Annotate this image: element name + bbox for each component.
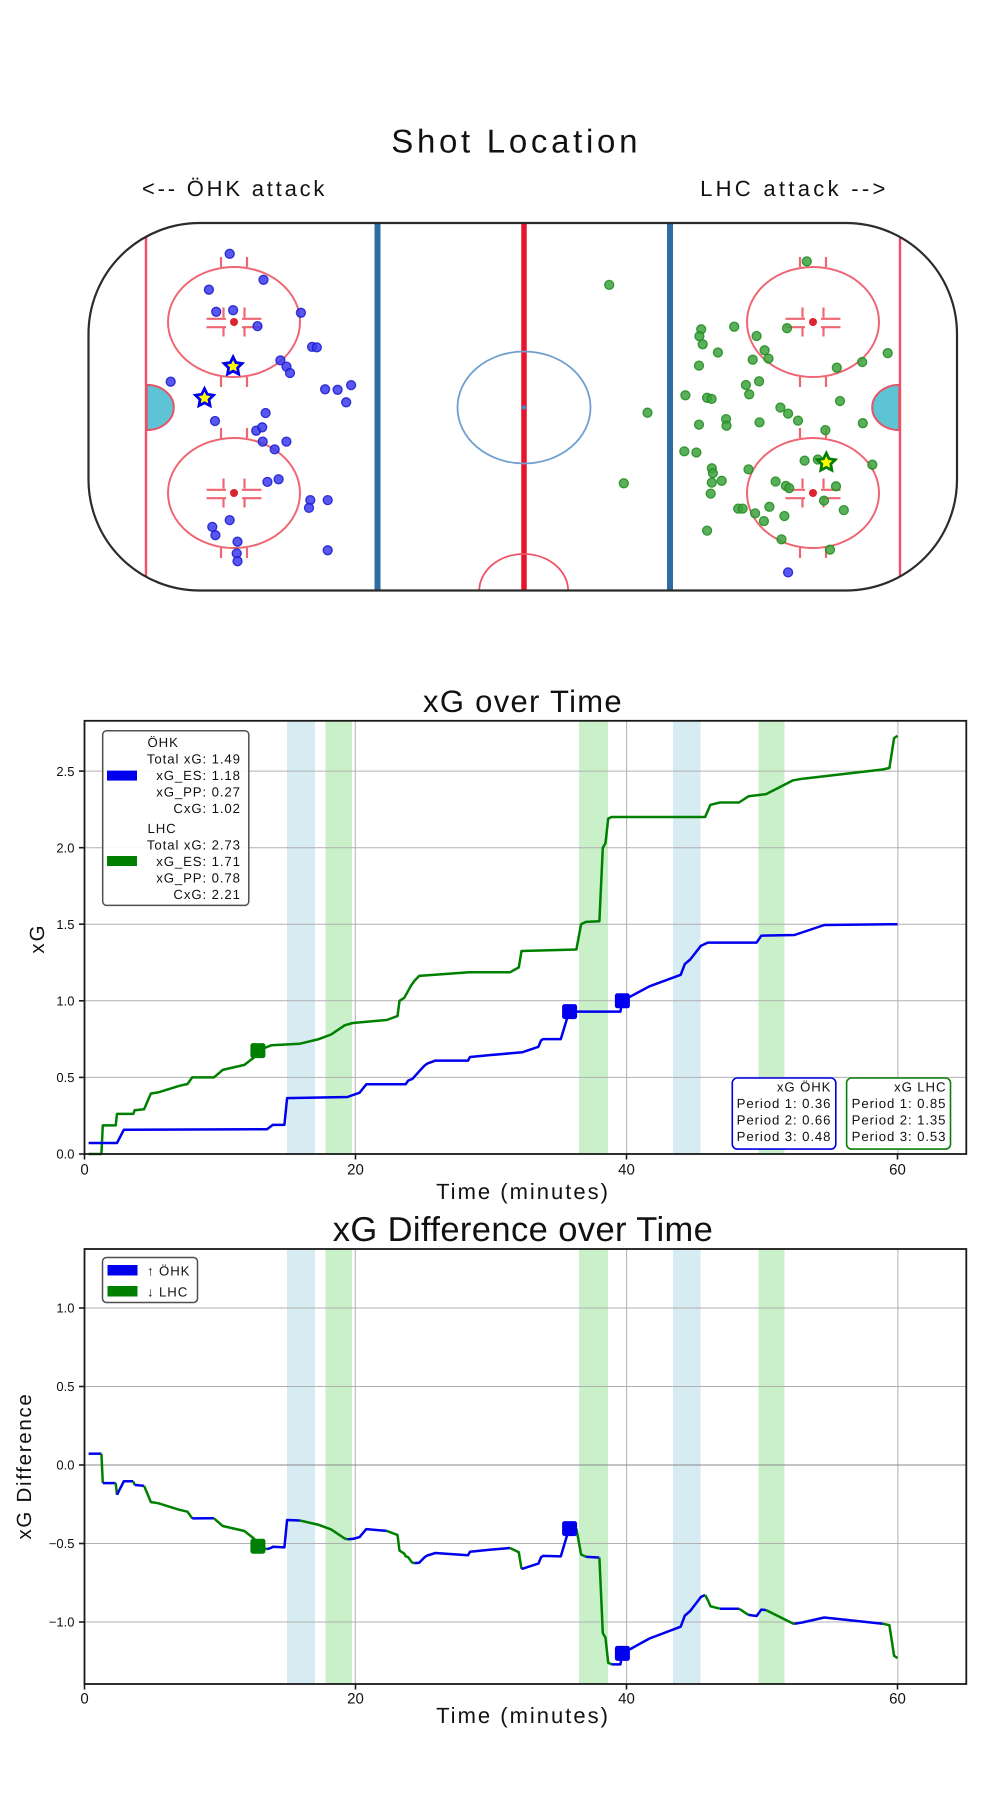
svg-text:60: 60 bbox=[889, 1691, 906, 1708]
svg-text:xG: xG bbox=[26, 923, 49, 953]
svg-text:−1.0: −1.0 bbox=[49, 1615, 75, 1630]
svg-text:Period 3: 0.53: Period 3: 0.53 bbox=[852, 1129, 947, 1144]
svg-text:xG LHC: xG LHC bbox=[894, 1080, 946, 1095]
svg-text:20: 20 bbox=[347, 1162, 364, 1179]
svg-text:0.0: 0.0 bbox=[56, 1147, 74, 1162]
svg-text:20: 20 bbox=[347, 1691, 364, 1708]
svg-text:xG Difference: xG Difference bbox=[13, 1392, 36, 1539]
svg-text:2.0: 2.0 bbox=[56, 840, 74, 855]
svg-text:LHC: LHC bbox=[148, 821, 177, 836]
svg-text:Time (minutes): Time (minutes) bbox=[436, 1179, 610, 1204]
svg-text:xG_PP: 0.78: xG_PP: 0.78 bbox=[156, 871, 241, 886]
svg-text:xG Difference over Time: xG Difference over Time bbox=[333, 1211, 714, 1249]
svg-text:↑ ÖHK: ↑ ÖHK bbox=[147, 1264, 190, 1279]
svg-text:xG ÖHK: xG ÖHK bbox=[777, 1080, 832, 1095]
svg-text:↓ LHC: ↓ LHC bbox=[147, 1285, 188, 1300]
svg-text:xG_ES: 1.18: xG_ES: 1.18 bbox=[156, 768, 241, 783]
svg-text:xG_ES: 1.71: xG_ES: 1.71 bbox=[156, 854, 241, 869]
svg-text:ÖHK: ÖHK bbox=[148, 735, 179, 750]
svg-text:Period 1: 0.36: Period 1: 0.36 bbox=[737, 1096, 832, 1111]
svg-text:0: 0 bbox=[80, 1162, 88, 1179]
svg-text:xG_PP: 0.27: xG_PP: 0.27 bbox=[156, 785, 241, 800]
svg-text:1.5: 1.5 bbox=[56, 917, 74, 932]
svg-text:0.5: 0.5 bbox=[56, 1379, 74, 1394]
svg-text:Period 3: 0.48: Period 3: 0.48 bbox=[737, 1129, 832, 1144]
svg-text:Total xG: 2.73: Total xG: 2.73 bbox=[147, 838, 241, 853]
svg-text:xG over Time: xG over Time bbox=[423, 684, 623, 719]
svg-text:2.5: 2.5 bbox=[56, 764, 74, 779]
svg-text:1.0: 1.0 bbox=[56, 1301, 74, 1316]
svg-text:CxG: 2.21: CxG: 2.21 bbox=[173, 887, 240, 902]
svg-text:Period 1: 0.85: Period 1: 0.85 bbox=[852, 1096, 947, 1111]
svg-text:0.0: 0.0 bbox=[56, 1458, 74, 1473]
svg-text:Total xG: 1.49: Total xG: 1.49 bbox=[147, 752, 241, 767]
svg-text:40: 40 bbox=[618, 1691, 635, 1708]
svg-text:0.5: 0.5 bbox=[56, 1070, 74, 1085]
svg-text:CxG: 1.02: CxG: 1.02 bbox=[173, 801, 240, 816]
svg-text:Period 2: 0.66: Period 2: 0.66 bbox=[737, 1113, 832, 1128]
svg-text:60: 60 bbox=[889, 1162, 906, 1179]
svg-text:−0.5: −0.5 bbox=[49, 1536, 75, 1551]
svg-text:1.0: 1.0 bbox=[56, 994, 74, 1009]
svg-text:Time (minutes): Time (minutes) bbox=[436, 1703, 610, 1728]
svg-text:0: 0 bbox=[80, 1691, 88, 1708]
svg-text:40: 40 bbox=[618, 1162, 635, 1179]
svg-text:LHC attack -->: LHC attack --> bbox=[700, 176, 889, 201]
svg-text:Shot Location: Shot Location bbox=[391, 123, 641, 160]
svg-text:Period 2: 1.35: Period 2: 1.35 bbox=[852, 1113, 947, 1128]
svg-text:<-- ÖHK attack: <-- ÖHK attack bbox=[142, 176, 327, 201]
